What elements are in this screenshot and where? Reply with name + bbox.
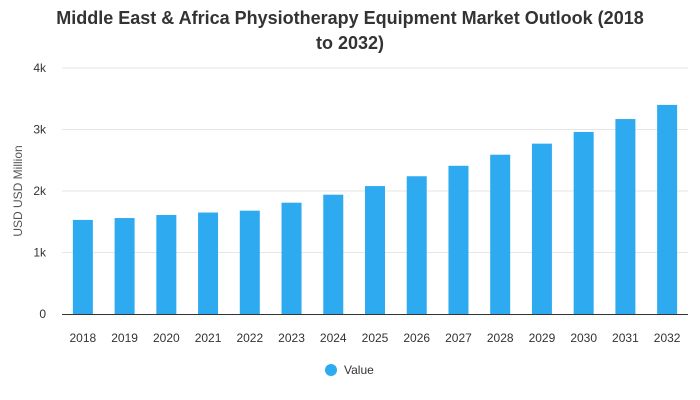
x-tick-label: 2028 <box>487 331 514 345</box>
x-tick-label: 2025 <box>362 331 389 345</box>
bar-2027[interactable] <box>448 165 469 314</box>
bar-2024[interactable] <box>323 194 344 314</box>
chart-title-line-1: Middle East & Africa Physiotherapy Equip… <box>56 8 643 28</box>
x-tick-label: 2018 <box>70 331 97 345</box>
bar-2029[interactable] <box>531 143 552 314</box>
bars <box>72 104 678 315</box>
legend-marker <box>325 364 337 376</box>
x-tick-label: 2026 <box>403 331 430 345</box>
x-tick-label: 2021 <box>195 331 222 345</box>
x-tick-label: 2029 <box>529 331 556 345</box>
bar-2026[interactable] <box>406 176 427 314</box>
y-tick-label: 1k <box>33 246 47 260</box>
bar-2028[interactable] <box>490 154 511 314</box>
x-tick-label: 2032 <box>654 331 681 345</box>
y-tick-label: 3k <box>33 123 47 137</box>
x-tick-label: 2020 <box>153 331 180 345</box>
y-axis-ticks: 0 1k 2k 3k 4k <box>33 61 47 321</box>
x-tick-label: 2022 <box>236 331 263 345</box>
legend[interactable]: Value <box>325 363 374 377</box>
y-axis-title: USD USD Million <box>11 145 25 236</box>
bar-2019[interactable] <box>114 218 135 314</box>
bar-2032[interactable] <box>657 104 678 315</box>
bar-2025[interactable] <box>365 186 385 314</box>
y-tick-label: 2k <box>33 184 47 198</box>
legend-label: Value <box>344 363 374 377</box>
bar-2022[interactable] <box>239 210 260 314</box>
chart-title-line-2: to 2032) <box>316 33 384 53</box>
x-tick-label: 2024 <box>320 331 347 345</box>
y-tick-label: 0 <box>39 307 46 321</box>
bar-2031[interactable] <box>615 119 636 314</box>
bar-2023[interactable] <box>281 202 302 314</box>
y-tick-label: 4k <box>33 61 47 75</box>
x-axis-ticks: 2018 2019 2020 2021 2022 2023 2024 2025 2026 2027… <box>70 331 681 345</box>
x-tick-label: 2019 <box>111 331 138 345</box>
bar-2030[interactable] <box>573 131 594 314</box>
bar-2021[interactable] <box>198 212 219 314</box>
x-tick-label: 2031 <box>612 331 639 345</box>
x-tick-label: 2030 <box>570 331 597 345</box>
bar-2020[interactable] <box>156 214 177 314</box>
bar-2018[interactable] <box>72 219 93 314</box>
x-tick-label: 2023 <box>278 331 305 345</box>
x-tick-label: 2027 <box>445 331 472 345</box>
